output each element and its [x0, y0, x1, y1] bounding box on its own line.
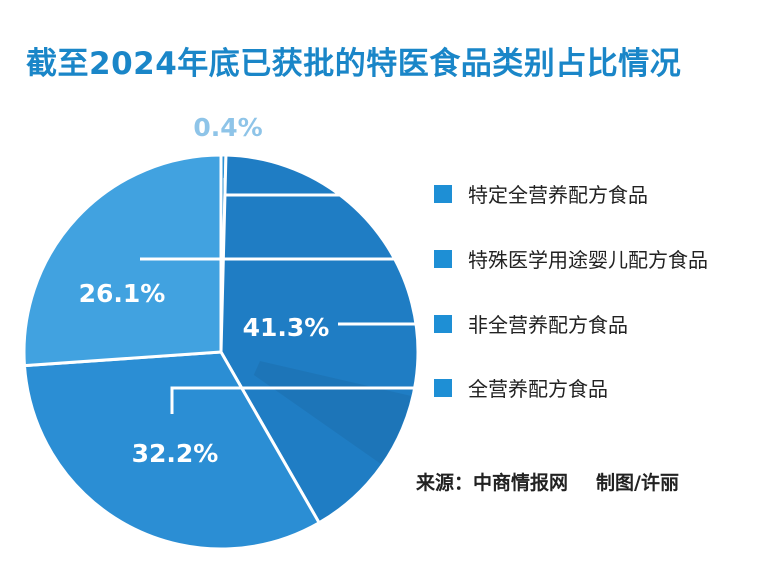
leader-line-3	[170, 386, 420, 414]
leader-line-0	[223, 178, 420, 197]
value-label-2: 32.2%	[132, 439, 219, 468]
credit-text: 制图/许丽	[596, 472, 679, 494]
legend-label-2: 非全营养配方食品	[468, 313, 628, 337]
source-note: 来源：中商情报网 制图/许丽	[416, 468, 679, 495]
source-text: 来源：中商情报网	[416, 472, 569, 494]
legend-swatch-0	[434, 185, 452, 203]
pie-slice-3	[22, 153, 223, 368]
value-label-0: 0.4%	[193, 113, 262, 142]
legend-swatch-2	[434, 315, 452, 333]
value-label-1: 41.3%	[243, 313, 330, 342]
pie-slice-1	[219, 153, 420, 525]
legend-label-1: 特殊医学用途婴儿配方食品	[468, 248, 708, 272]
legend-swatch-1	[434, 250, 452, 268]
legend-label-0: 特定全营养配方食品	[468, 183, 648, 207]
pie-slice-2	[22, 350, 321, 551]
value-label-3: 26.1%	[79, 279, 166, 308]
legend-label-3: 全营养配方食品	[468, 377, 608, 401]
legend-swatch-3	[434, 379, 452, 397]
chart-title: 截至2024年底已获批的特医食品类别占比情况	[26, 46, 682, 82]
